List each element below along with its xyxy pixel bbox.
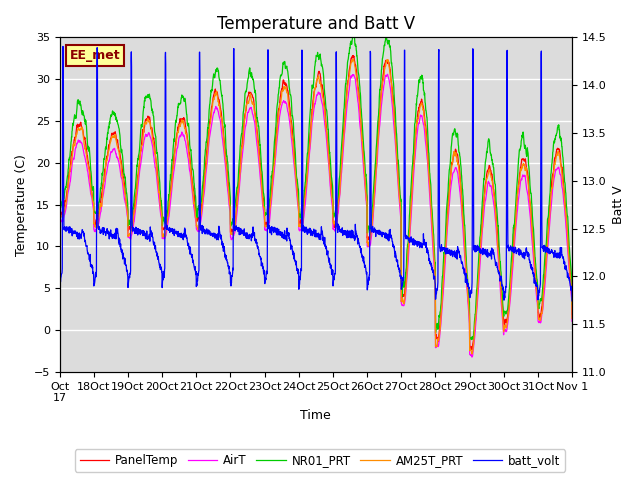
batt_volt [59,44,67,49]
batt_volt [538,51,545,57]
batt_volt [465,286,472,291]
PanelTemp [538,308,545,313]
Line: NR01_PRT: NR01_PRT [60,32,572,339]
batt_volt [342,231,349,237]
NR01_PRT [330,212,338,218]
AirT [465,308,472,314]
batt_volt [56,284,63,290]
NR01_PRT [56,202,63,208]
AM25T_PRT [568,315,576,321]
NR01_PRT [524,150,531,156]
Line: batt_volt: batt_volt [60,47,572,301]
PanelTemp [465,300,472,306]
AM25T_PRT [330,219,338,225]
batt_volt [523,249,531,255]
AirT [330,227,338,232]
AirT [198,205,206,211]
Text: EE_met: EE_met [70,49,120,62]
PanelTemp [56,209,63,215]
AirT [568,318,576,324]
NR01_PRT [342,84,349,89]
NR01_PRT [538,296,545,301]
NR01_PRT [198,183,206,189]
Line: AirT: AirT [60,74,572,357]
Y-axis label: Temperature (C): Temperature (C) [15,154,28,255]
X-axis label: Time: Time [300,409,331,422]
AM25T_PRT [465,301,472,307]
PanelTemp [468,347,476,353]
AirT [468,354,476,360]
NR01_PRT [350,29,358,35]
AM25T_PRT [349,56,357,62]
AM25T_PRT [524,173,531,179]
NR01_PRT [468,336,476,342]
AM25T_PRT [198,200,206,205]
PanelTemp [524,168,531,173]
AirT [384,72,392,77]
PanelTemp [349,53,357,59]
AM25T_PRT [468,351,476,357]
batt_volt [568,298,576,304]
Line: AM25T_PRT: AM25T_PRT [60,59,572,354]
AirT [56,218,63,224]
PanelTemp [342,107,349,112]
NR01_PRT [465,291,472,297]
AirT [524,188,531,194]
Legend: PanelTemp, AirT, NR01_PRT, AM25T_PRT, batt_volt: PanelTemp, AirT, NR01_PRT, AM25T_PRT, ba… [75,449,565,472]
AM25T_PRT [538,312,545,317]
AirT [538,315,545,321]
AM25T_PRT [56,211,63,216]
batt_volt [199,227,207,232]
AirT [342,121,349,127]
PanelTemp [330,225,338,230]
Y-axis label: Batt V: Batt V [612,185,625,224]
PanelTemp [568,312,576,317]
AM25T_PRT [342,109,349,115]
PanelTemp [198,199,206,205]
Line: PanelTemp: PanelTemp [60,56,572,350]
Title: Temperature and Batt V: Temperature and Batt V [217,15,415,33]
batt_volt [331,273,339,278]
NR01_PRT [568,301,576,307]
